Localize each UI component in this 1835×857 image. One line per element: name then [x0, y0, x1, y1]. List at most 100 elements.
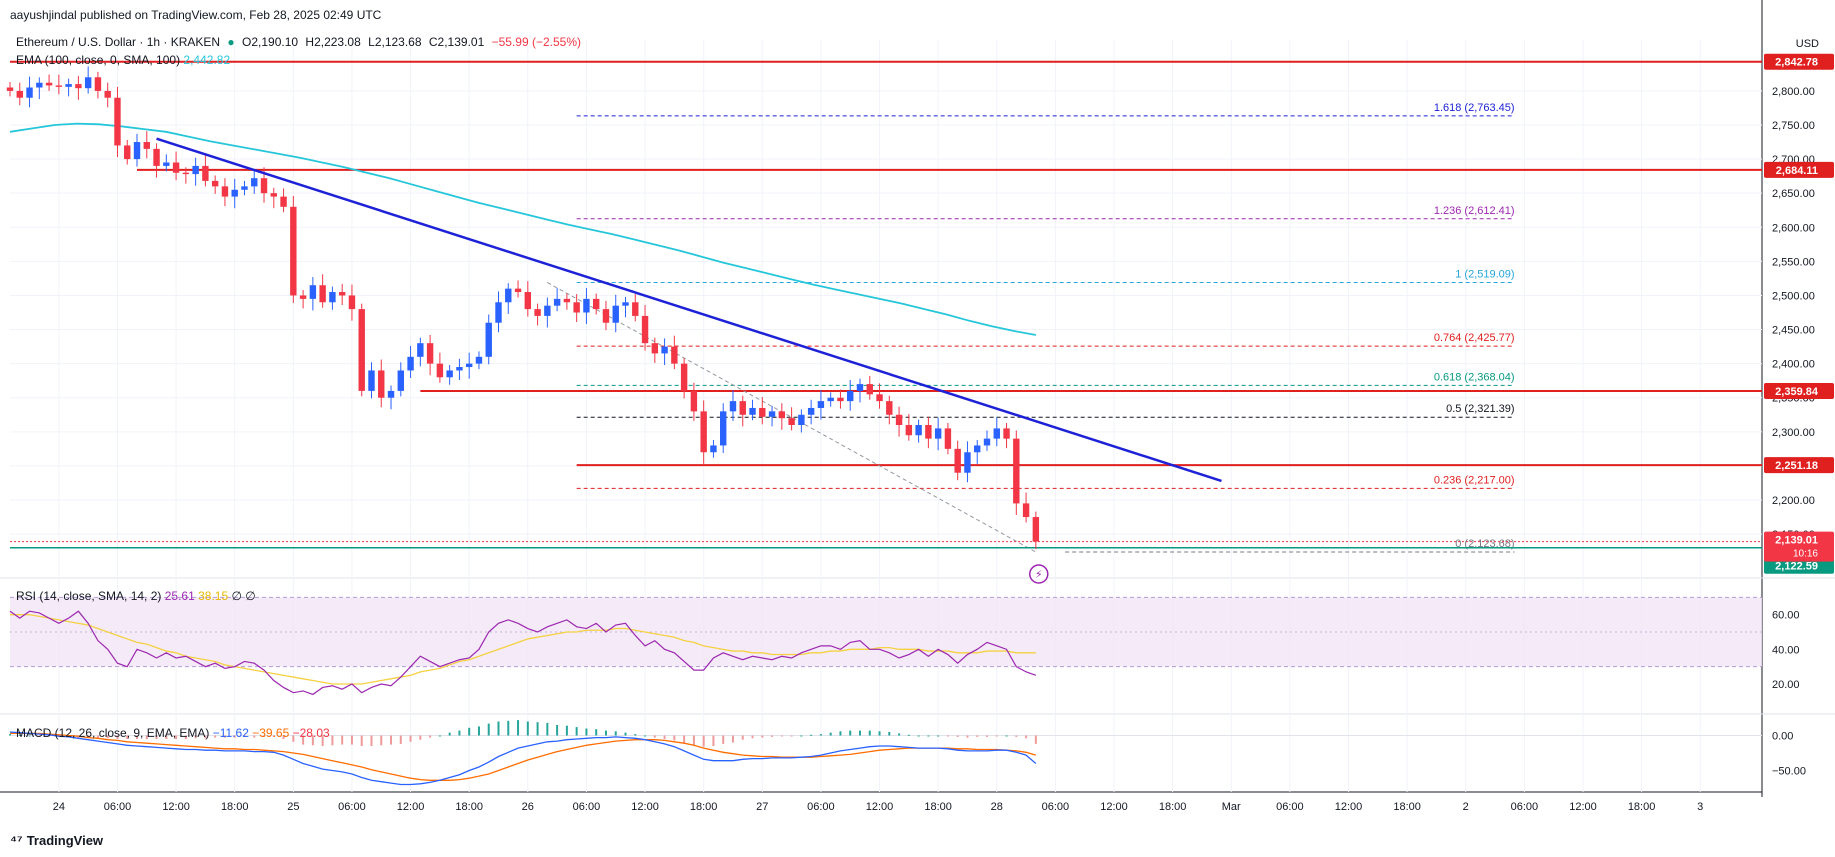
macd-histogram-bar: [1034, 735, 1037, 744]
macd-histogram-bar: [663, 735, 666, 739]
bearish-candle: [524, 292, 532, 310]
bearish-candle: [104, 90, 111, 98]
macd-histogram-bar: [986, 735, 988, 737]
bearish-candle: [632, 302, 639, 316]
tradingview-brand[interactable]: ⁴⁷ TradingView: [10, 832, 103, 848]
macd-legend[interactable]: MACD (12, 26, close, 9, EMA, EMA) −11.62…: [16, 726, 330, 740]
bullish-candle: [856, 384, 864, 391]
bullish-candle: [544, 305, 551, 316]
time-tick-label: 26: [522, 801, 534, 813]
time-tick-label: 12:00: [1569, 801, 1597, 813]
macd-histogram-bar: [917, 735, 920, 737]
market-status-dot: ●: [227, 35, 235, 49]
ema-100-line: [9, 122, 1037, 336]
bearish-candle: [436, 363, 444, 378]
macd-histogram-bar: [741, 735, 744, 740]
macd-histogram-bar: [292, 735, 295, 742]
rsi-legend[interactable]: RSI (14, close, SMA, 14, 2) 25.61 38.15 …: [16, 589, 256, 603]
bearish-candle: [16, 90, 23, 98]
macd-histogram-bar: [477, 726, 480, 736]
macd-histogram-bar: [116, 735, 119, 739]
fib-level-label: 1 (2,519.09): [1455, 268, 1514, 280]
price-tick-label: 2,200.00: [1772, 495, 1815, 507]
price-tag: [1764, 53, 1834, 70]
bearish-candle: [75, 84, 82, 89]
time-tick-label: 18:00: [924, 801, 952, 813]
ohlc-open: O2,190.10: [242, 35, 299, 49]
macd-histogram-bar: [575, 727, 578, 736]
macd-histogram-bar: [360, 735, 363, 746]
macd-histogram-bar: [321, 735, 324, 746]
time-tick-label: 06:00: [807, 801, 835, 813]
macd-histogram-bar: [263, 735, 266, 737]
bullish-candle: [309, 285, 317, 299]
macd-histogram-bar: [927, 735, 930, 737]
symbol-label[interactable]: Ethereum / U.S. Dollar · 1h · KRAKEN: [16, 35, 221, 49]
bearish-candle: [514, 288, 522, 293]
bearish-candle: [778, 411, 786, 419]
bullish-candle: [817, 401, 825, 408]
rsi-ma-line: [10, 614, 1036, 685]
bearish-candle: [124, 145, 131, 160]
macd-histogram-bar: [712, 735, 715, 746]
bullish-candle: [749, 407, 756, 415]
bearish-candle: [6, 87, 14, 91]
last-price-tag: [1764, 531, 1834, 562]
bearish-candle: [700, 411, 707, 453]
macd-histogram-bar: [1005, 735, 1008, 737]
price-tag: [1764, 161, 1834, 178]
ema-legend[interactable]: EMA (100, close, 0, SMA, 100) 2,442.82: [16, 53, 230, 67]
time-tick-label: 18:00: [1628, 801, 1656, 813]
bullish-candle: [84, 77, 92, 89]
macd-histogram-bar: [692, 735, 695, 746]
bearish-candle: [925, 425, 932, 439]
bearish-candle: [153, 148, 160, 166]
bearish-candle: [348, 295, 356, 310]
macd-signal-line: [10, 732, 1037, 781]
bullish-candle: [397, 370, 404, 391]
bearish-candle: [426, 343, 434, 364]
macd-histogram-bar: [565, 725, 568, 736]
price-tick-label: 2,800.00: [1772, 86, 1815, 98]
macd-histogram-bar: [390, 735, 393, 745]
macd-histogram-bar: [995, 735, 998, 737]
bullish-candle: [485, 322, 492, 357]
macd-histogram-bar: [536, 722, 539, 736]
last-price-label: 2,139.01: [1775, 535, 1818, 547]
time-tick-label: 12:00: [866, 801, 894, 813]
bearish-candle: [290, 206, 297, 296]
macd-histogram-bar: [429, 735, 432, 738]
bullish-candle: [26, 87, 33, 98]
macd-histogram-bar: [966, 735, 969, 738]
bullish-candle: [36, 82, 43, 88]
currency-label: USD: [1795, 38, 1819, 50]
bullish-candle: [612, 305, 619, 323]
macd-histogram-bar: [507, 720, 510, 736]
time-tick-label: 18:00: [690, 801, 718, 813]
histogram-value: −28.03: [292, 726, 330, 740]
macd-histogram-bar: [155, 735, 158, 739]
bullish-candle: [251, 178, 258, 187]
fib-level-label: 0.618 (2,368.04): [1434, 371, 1515, 383]
macd-histogram-bar: [87, 735, 90, 738]
macd-histogram-bar: [858, 730, 861, 736]
time-tick-label: 12:00: [1100, 801, 1128, 813]
bearish-candle: [837, 397, 844, 402]
ohlc-low: L2,123.68: [368, 35, 422, 49]
macd-histogram-bar: [48, 735, 51, 737]
bullish-candle: [915, 425, 922, 436]
bullish-candle: [798, 414, 805, 425]
macd-histogram-bar: [517, 720, 520, 736]
bearish-candle: [280, 196, 287, 207]
macd-histogram-bar: [468, 727, 471, 736]
bullish-candle: [465, 363, 473, 368]
macd-histogram-bar: [233, 735, 236, 738]
bullish-candle: [768, 411, 776, 417]
bearish-candle: [45, 82, 53, 86]
lightning-glyph: ⚡: [1035, 568, 1043, 581]
support-price-label: 2,122.59: [1775, 561, 1818, 573]
macd-histogram-bar: [595, 729, 598, 736]
bullish-candle: [475, 356, 483, 364]
time-tick-label: 28: [991, 801, 1003, 813]
